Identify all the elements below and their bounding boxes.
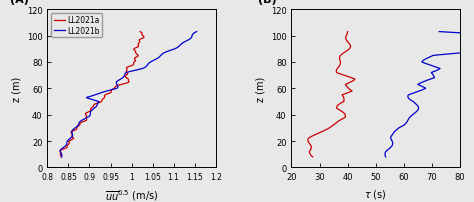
X-axis label: $\overline{uu}^{0.5}$ (m/s): $\overline{uu}^{0.5}$ (m/s) [105,187,158,202]
LL2021b [165,51,171,53]
X-axis label: $\tau$ (s): $\tau$ (s) [364,187,387,200]
LL2021b [113,82,119,84]
Text: (A): (A) [10,0,29,5]
LL2021b [58,156,64,158]
LL2021b [59,156,64,158]
LL2021a [133,51,138,53]
LL2021b [179,43,185,45]
Line: LL2021b: LL2021b [60,32,197,157]
LL2021a [59,156,64,158]
Y-axis label: z (m): z (m) [255,76,265,101]
Text: (B): (B) [258,0,276,5]
LL2021b [116,80,121,82]
Legend: LL2021a, LL2021b: LL2021a, LL2021b [51,14,102,38]
LL2021a [136,43,142,45]
LL2021b [113,82,119,84]
LL2021a [126,82,131,84]
Y-axis label: z (m): z (m) [11,76,21,101]
LL2021a [126,80,131,82]
LL2021a [137,31,143,34]
Line: LL2021a: LL2021a [60,32,144,157]
LL2021a [59,156,64,158]
LL2021a [125,82,130,84]
LL2021b [194,31,200,34]
